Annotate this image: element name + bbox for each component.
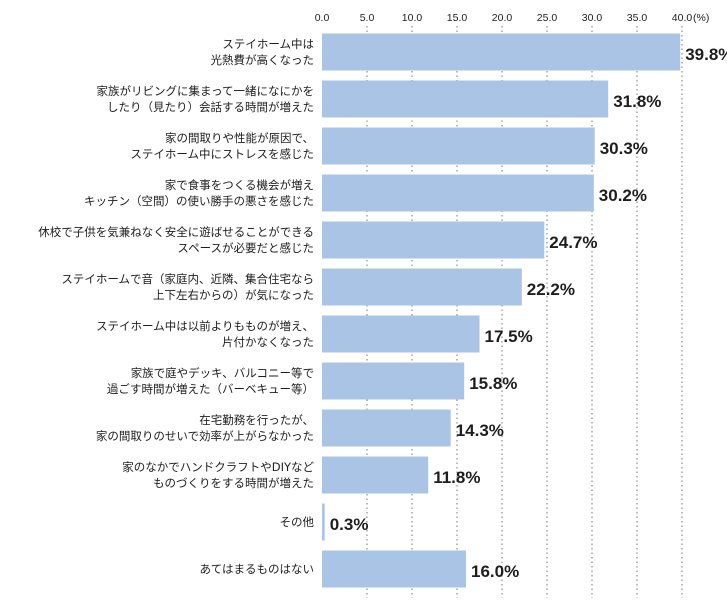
bar: [322, 550, 466, 588]
x-tick-label: 0.0: [315, 12, 330, 24]
value-label: 17.5%: [485, 327, 533, 346]
category-label: 在宅勤務を行ったが、: [199, 413, 314, 427]
value-label: 30.2%: [599, 186, 647, 205]
category-label: 家の間取りや性能が原因で、: [165, 131, 314, 145]
bar: [322, 315, 480, 353]
bar: [322, 456, 429, 494]
category-label: 過ごす時間が増えた（バーベキュー等）: [107, 382, 314, 396]
value-label: 39.8%: [685, 45, 727, 64]
x-axis-ticks: 0.0 5.0 10.0 15.0 20.0 25.0 30.0 35.0 40.0: [315, 12, 693, 24]
category-label: したり（見たり）会話する時間が増えた: [107, 100, 314, 114]
category-label: ステイホームで音（家庭内、近隣、集合住宅なら: [61, 272, 314, 286]
value-label: 11.8%: [433, 468, 480, 487]
category-label: ステイホーム中は以前よりもものが増え、: [96, 319, 314, 333]
bar: [322, 503, 325, 541]
category-label: あてはまるものはない: [199, 562, 314, 576]
category-label: その他: [280, 515, 315, 529]
bar: [322, 174, 594, 212]
value-label: 30.3%: [600, 139, 648, 158]
bar: [322, 33, 681, 71]
value-label: 24.7%: [549, 233, 597, 252]
value-label: 0.3%: [330, 515, 369, 534]
bar: [322, 80, 609, 118]
bar: [322, 362, 465, 400]
x-tick-label: 10.0: [402, 12, 423, 24]
category-label: 休校で子供を気兼ねなく安全に遊ばせることができる: [38, 225, 314, 239]
value-label: 22.2%: [527, 280, 575, 299]
category-label: 光熱費が高くなった: [211, 53, 315, 67]
x-tick-label: 15.0: [447, 12, 468, 24]
category-label: 家の間取りのせいで効率が上がらなかった: [96, 429, 314, 443]
bar: [322, 221, 545, 259]
x-tick-label: 25.0: [537, 12, 558, 24]
value-label: 31.8%: [613, 92, 661, 111]
value-label: 14.3%: [456, 421, 504, 440]
x-tick-label: 35.0: [627, 12, 648, 24]
value-label: 16.0%: [471, 562, 519, 581]
category-label: ステイホーム中は: [222, 37, 314, 51]
category-label: 家族で庭やデッキ、バルコニー等で: [131, 366, 314, 380]
value-label: 15.8%: [469, 374, 517, 393]
value-labels: 39.8% 31.8% 30.3% 30.2% 24.7% 22.2% 17.5% 15.8%…: [330, 45, 727, 581]
x-tick-label: 5.0: [360, 12, 375, 24]
bar: [322, 127, 595, 165]
bar: [322, 409, 451, 447]
category-label: 家で食事をつくる機会が増え: [165, 178, 314, 192]
category-label: キッチン（空間）の使い勝手の悪さを感じた: [84, 194, 314, 208]
x-tick-label: 40.0: [672, 12, 693, 24]
x-tick-label: 30.0: [582, 12, 603, 24]
category-label: 家族がリビングに集まって一緒になにかを: [97, 84, 314, 98]
category-label: 片付かなくなった: [222, 335, 314, 349]
grid-lines: [366, 26, 683, 598]
category-label: スペースが必要だと感じた: [177, 241, 314, 255]
category-label: 上下左右からの）が気になった: [153, 288, 314, 302]
bar: [322, 268, 522, 306]
category-label: 家のなかでハンドクラフトやDIYなど: [122, 460, 314, 474]
x-tick-label: 20.0: [492, 12, 513, 24]
x-axis-unit-label: (%): [693, 12, 709, 24]
category-label: ステイホーム中にストレスを感じた: [130, 147, 314, 161]
bars: [322, 33, 681, 588]
category-label: ものづくりをする時間が増えた: [153, 476, 314, 490]
category-labels: ステイホーム中は光熱費が高くなった家族がリビングに集まって一緒になにかをしたり（…: [38, 37, 314, 576]
